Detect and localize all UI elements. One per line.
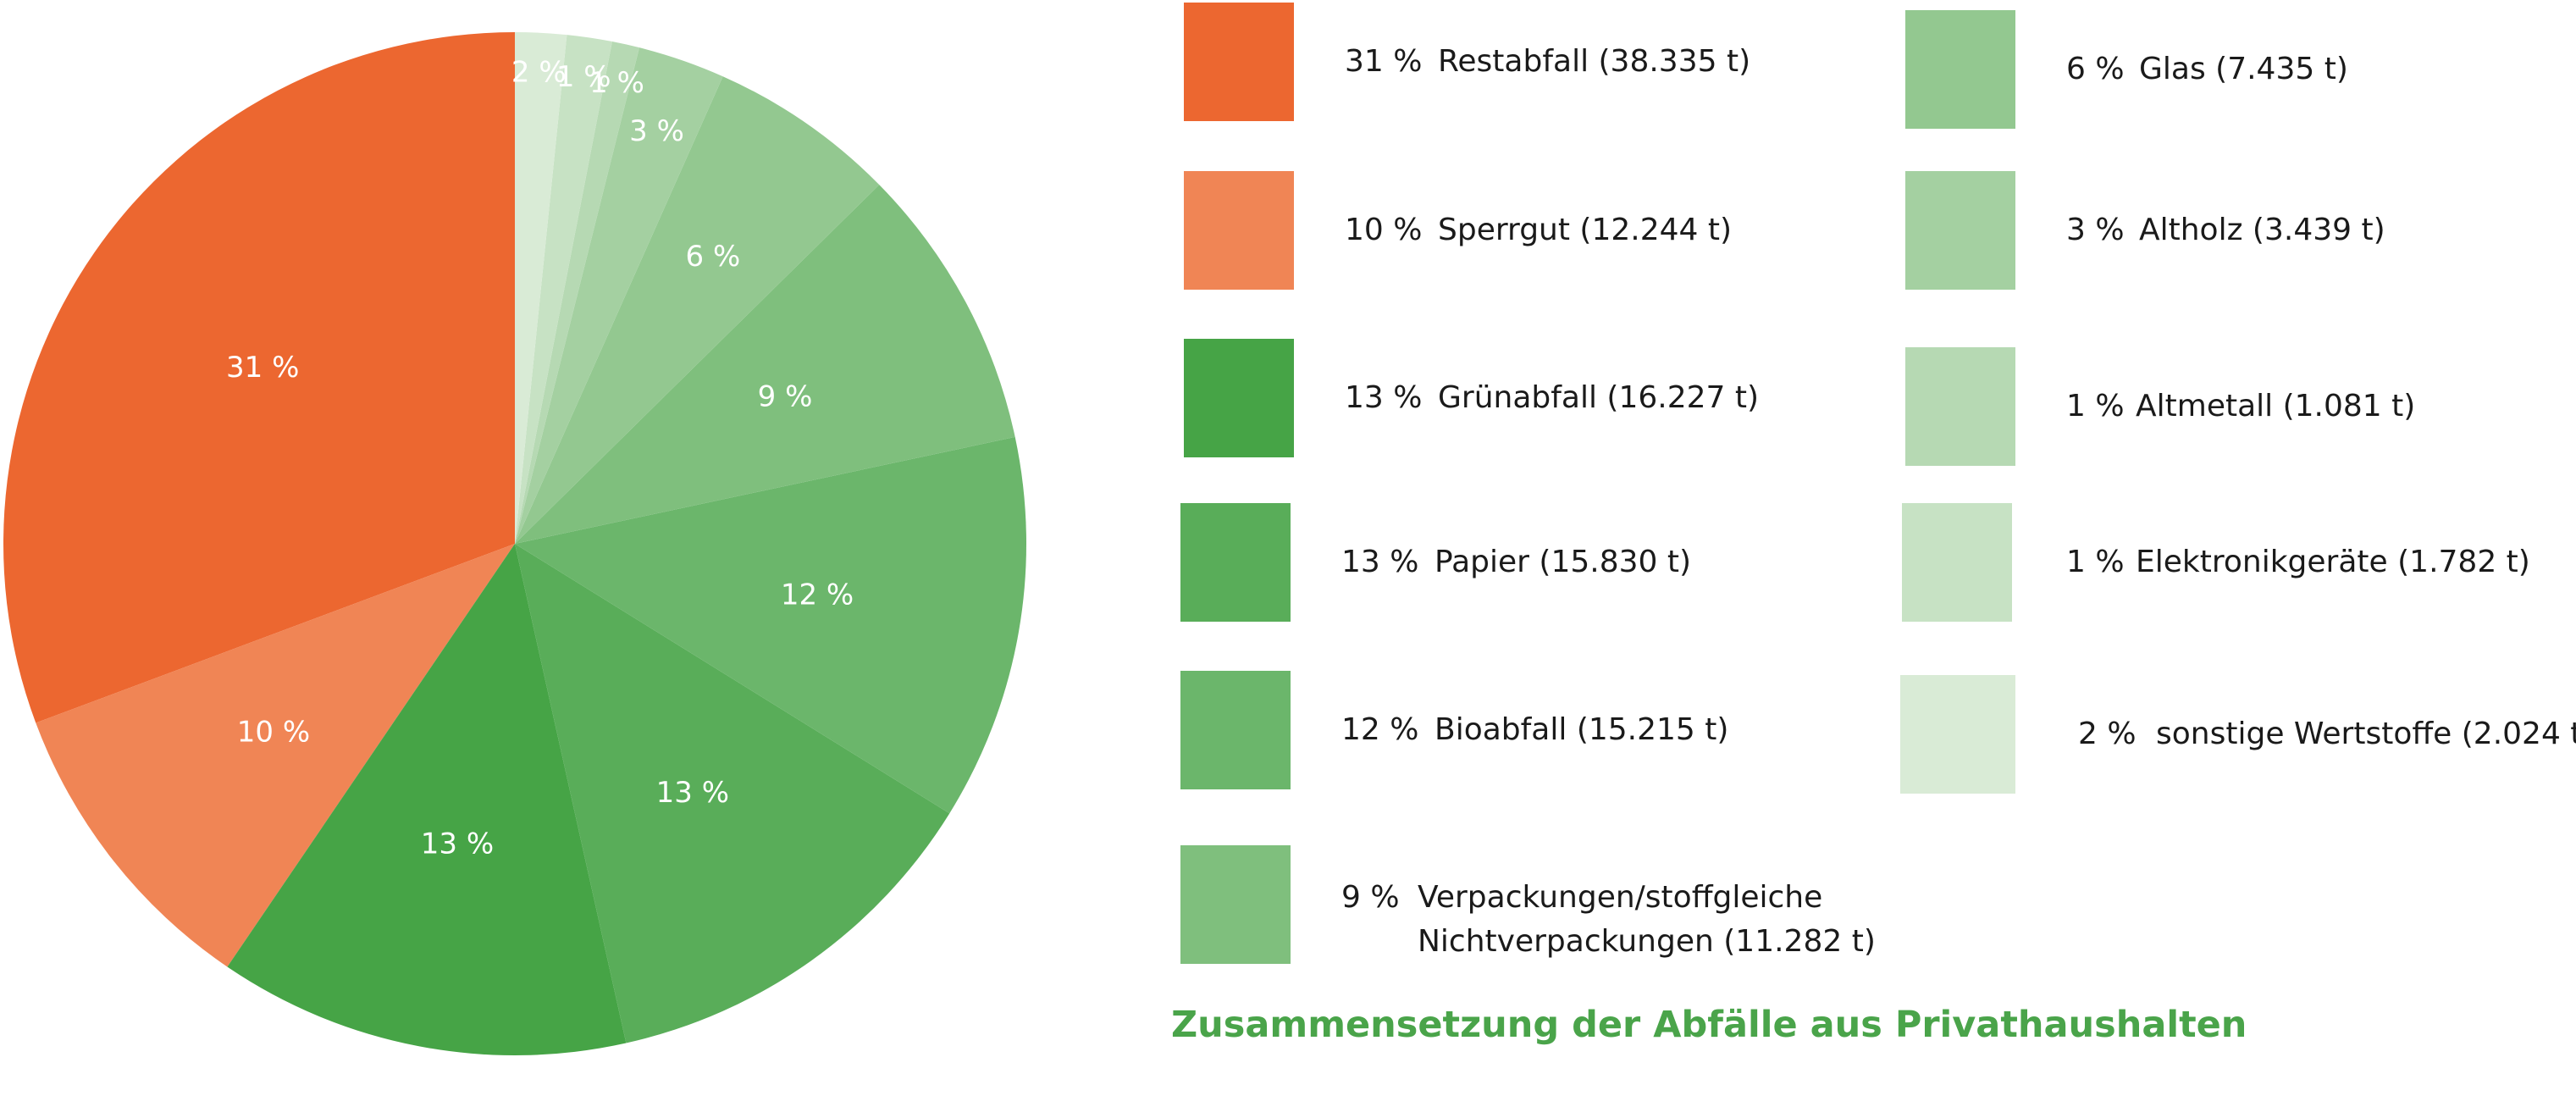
slice-label: 9 % xyxy=(758,380,813,414)
slice-label: 10 % xyxy=(237,715,310,749)
legend-label: 9 % Verpackungen/stoffgleiche Nichtverpack… xyxy=(1341,880,1876,959)
legend-label: 2 % sonstige Wertstoffe (2.024 t) xyxy=(2078,717,2576,751)
slice-label: 2 % xyxy=(511,56,567,90)
legend-label: 6 % Glas (7.435 t) xyxy=(2066,52,2348,86)
pie-svg: 31 %10 %13 %13 %12 %9 %6 %3 %1 %1 %2 % xyxy=(3,32,1026,1055)
legend-label: 3 % Altholz (3.439 t) xyxy=(2066,213,2385,247)
pie-slice xyxy=(515,47,723,545)
slice-label: 12 % xyxy=(781,578,854,612)
pie-slice xyxy=(515,42,640,545)
legend-swatch xyxy=(1905,10,2015,129)
legend-swatch xyxy=(1900,675,2015,794)
pie-slice xyxy=(515,35,612,544)
legend-label: 31 % Restabfall (38.335 t) xyxy=(1345,44,1751,79)
legend-label: 10 % Sperrgut (12.244 t) xyxy=(1345,213,1733,247)
legend-label: 13 % Grünabfall (16.227 t) xyxy=(1345,380,1760,415)
pie-slice xyxy=(515,436,1026,814)
slice-label: 1 % xyxy=(556,60,611,94)
pie-slice xyxy=(36,544,516,967)
legend-label: 1 % Elektronikgeräte (1.782 t) xyxy=(2066,545,2530,579)
legend-swatch xyxy=(1180,503,1291,622)
slice-label: 13 % xyxy=(421,827,494,861)
pie-slice xyxy=(515,544,950,1043)
legend-label: 12 % Bioabfall (15.215 t) xyxy=(1341,712,1729,747)
legend-swatch xyxy=(1180,845,1291,964)
legend-swatch xyxy=(1184,3,1294,121)
pie-slice xyxy=(515,32,567,544)
legend-label: 1 % Altmetall (1.081 t) xyxy=(2066,389,2416,423)
pie-slice xyxy=(3,32,515,723)
legend-swatch xyxy=(1902,503,2012,622)
pie-slice xyxy=(515,185,1015,544)
slice-label: 1 % xyxy=(589,66,644,100)
pie-slice xyxy=(515,76,880,544)
pie-chart: 31 % 10 % 13 % 13 % 12 % 9 % 6 % 3 % 1 % 1 % 2 % xyxy=(0,0,1050,1107)
legend-swatch xyxy=(1184,339,1294,457)
legend-swatch xyxy=(1905,347,2015,466)
slice-label: 31 % xyxy=(226,351,299,385)
legend-swatch xyxy=(1180,671,1291,789)
pie-slice xyxy=(227,544,627,1055)
legend-swatch xyxy=(1905,171,2015,290)
chart-title: Zusammensetzung der Abfälle aus Privatha… xyxy=(1171,1004,2247,1046)
legend-label: 13 % Papier (15.830 t) xyxy=(1341,545,1692,579)
slice-label: 13 % xyxy=(656,776,729,810)
slice-label: 6 % xyxy=(686,240,741,274)
slice-labels: 31 %10 %13 %13 %12 %9 %6 %3 %1 %1 %2 % xyxy=(226,56,854,861)
slice-label: 3 % xyxy=(629,114,684,148)
legend-swatch xyxy=(1184,171,1294,290)
